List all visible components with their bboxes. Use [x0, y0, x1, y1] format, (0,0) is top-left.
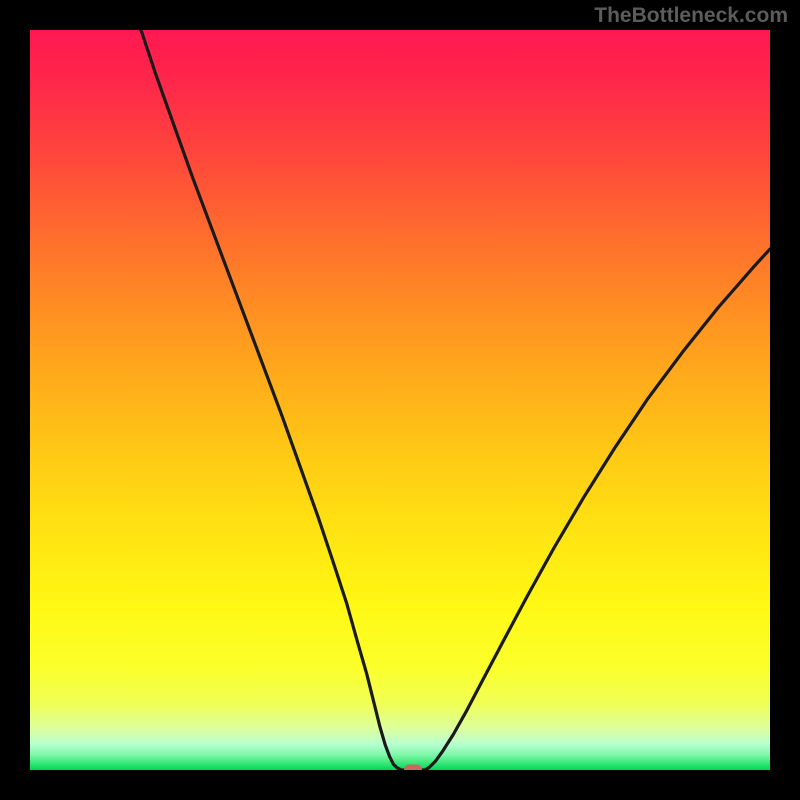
minimum-marker — [404, 765, 422, 771]
plot-area — [30, 30, 770, 770]
bottleneck-curve — [141, 30, 770, 770]
watermark-text: TheBottleneck.com — [594, 4, 788, 28]
curve-svg — [30, 30, 770, 770]
